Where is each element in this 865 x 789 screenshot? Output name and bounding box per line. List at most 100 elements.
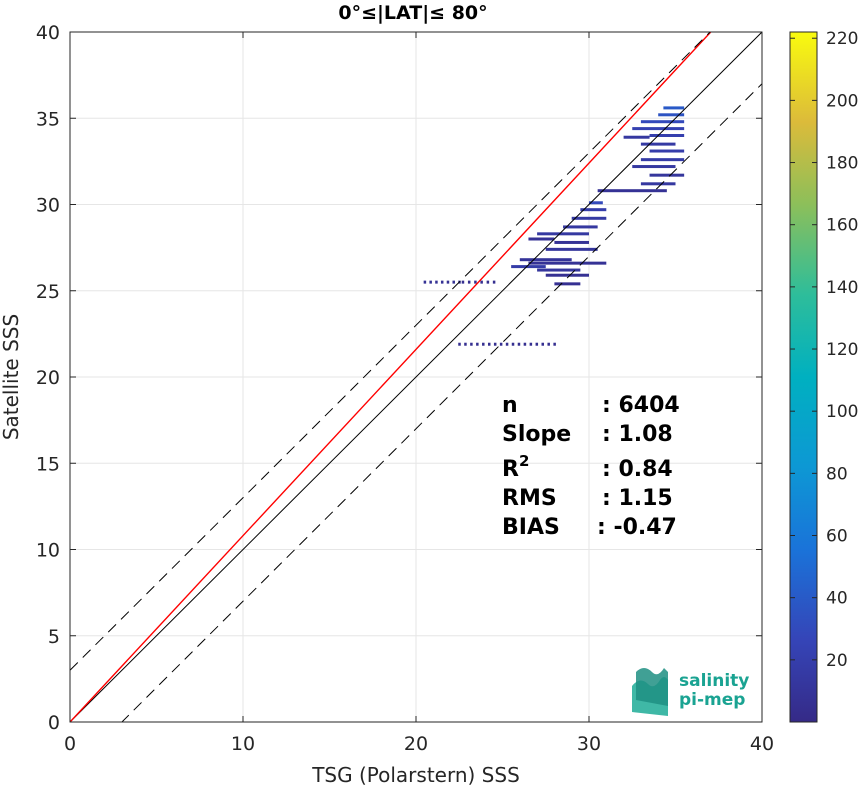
- density-cell: [640, 158, 685, 162]
- density-cell: [649, 149, 685, 153]
- salinity-pi-mep-logo: salinity pi-mep: [632, 668, 749, 716]
- colorbar-tick-label: 200: [826, 91, 858, 111]
- density-cell: [487, 342, 491, 346]
- x-tick-label: 40: [750, 733, 774, 755]
- logo-line1: salinity: [679, 671, 749, 691]
- density-cell: [554, 282, 581, 286]
- density-cell: [571, 216, 607, 220]
- colorbar-tick-label: 60: [826, 527, 848, 547]
- y-tick-label: 15: [36, 453, 60, 475]
- density-cell: [464, 342, 467, 346]
- density-cell: [435, 280, 438, 284]
- colorbar-tick-label: 140: [826, 278, 858, 298]
- density-cell: [529, 342, 533, 346]
- density-cell: [458, 342, 461, 346]
- density-cell: [474, 280, 477, 284]
- density-cell: [640, 182, 676, 186]
- colorbar-tick-label: 80: [826, 464, 848, 484]
- density-cell: [537, 232, 589, 236]
- density-cell: [545, 273, 589, 277]
- stat-bias-label: BIAS: [502, 515, 560, 540]
- colorbar-tick-label: 180: [826, 154, 858, 174]
- x-tick-label: 0: [64, 733, 76, 755]
- y-tick-label: 0: [48, 712, 60, 734]
- density-cell: [535, 342, 539, 346]
- density-cell: [597, 189, 667, 193]
- density-cell: [580, 208, 607, 212]
- lower-bound-line: [121, 83, 762, 722]
- density-cell: [461, 280, 465, 284]
- density-cell: [486, 280, 490, 284]
- density-cell: [480, 280, 483, 284]
- colorbar-tick-label: 220: [826, 29, 858, 49]
- y-tick-label: 40: [36, 22, 60, 44]
- upper-bound-line: [70, 32, 711, 671]
- density-cell: [658, 113, 685, 117]
- x-tick-label: 10: [231, 733, 255, 755]
- y-tick-label: 25: [36, 281, 60, 303]
- density-cell: [470, 342, 473, 346]
- density-cell: [545, 247, 598, 251]
- stat-rms-value: : 1.15: [602, 486, 673, 511]
- stat-r2-base: R: [502, 457, 519, 482]
- x-tick-label: 20: [404, 733, 428, 755]
- y-tick-label: 30: [36, 195, 60, 217]
- density-cell: [511, 265, 546, 269]
- y-tick-label: 20: [36, 367, 60, 389]
- x-axis-label: TSG (Polarstern) SSS: [311, 763, 520, 787]
- colorbar: [789, 31, 818, 723]
- stat-r2-sup: 2: [519, 452, 529, 470]
- density-cell: [505, 342, 509, 346]
- density-cell: [440, 280, 444, 284]
- density-cell: [649, 134, 685, 137]
- y-axis-ticks: 0 5 10 15 20 25 30 35 40: [36, 22, 762, 734]
- density-cell: [640, 120, 685, 124]
- logo-wave-back-icon: [636, 668, 668, 706]
- stat-r2-value: : 0.84: [602, 457, 673, 482]
- chart-title: 0°≤|LAT|≤ 80°: [338, 2, 487, 24]
- y-tick-label: 35: [36, 108, 60, 130]
- density-cell: [517, 342, 521, 346]
- logo-line2: pi-mep: [679, 690, 745, 710]
- density-cell: [429, 280, 432, 284]
- stat-r2-label: R2: [502, 452, 529, 482]
- colorbar-tick-label: 20: [826, 651, 848, 671]
- density-cell: [523, 342, 527, 346]
- colorbar-tick-label: 100: [826, 402, 858, 422]
- colorbar-ticks: 20 40 60 80 100 120 140 160 180 200 220: [790, 29, 858, 671]
- density-cell: [519, 258, 572, 262]
- y-axis-label: Satellite SSS: [0, 314, 23, 440]
- regression-line: [70, 32, 712, 722]
- density-cell: [632, 127, 685, 131]
- y-tick-label: 5: [48, 626, 60, 648]
- density-cell: [632, 165, 676, 169]
- density-cell: [511, 342, 515, 346]
- density-cell: [482, 342, 485, 346]
- density-cell: [493, 342, 497, 346]
- density-cell: [541, 342, 545, 346]
- density-cell: [649, 173, 685, 177]
- stat-slope-value: : 1.08: [602, 422, 673, 447]
- stat-slope-label: Slope: [502, 422, 571, 447]
- density-cell: [663, 106, 685, 110]
- density-cell: [528, 261, 607, 265]
- reference-lines: [70, 32, 762, 722]
- density-cell: [452, 280, 455, 284]
- density-cell: [476, 342, 479, 346]
- density-cell: [553, 342, 556, 346]
- stat-bias-value: : -0.47: [597, 515, 677, 540]
- density-cell: [537, 268, 581, 272]
- density-cell: [623, 135, 650, 139]
- density-heatmap: [423, 106, 685, 346]
- colorbar-tick-label: 40: [826, 589, 848, 609]
- density-cell: [640, 142, 676, 146]
- density-cell: [492, 280, 496, 284]
- stat-n-label: n: [502, 393, 518, 418]
- stats-box: n : 6404 Slope : 1.08 R2 : 0.84 RMS : 1.…: [502, 393, 680, 540]
- x-tick-label: 30: [577, 733, 601, 755]
- stat-rms-label: RMS: [502, 486, 557, 511]
- density-cell: [446, 280, 450, 284]
- density-cell: [423, 280, 427, 284]
- density-cell: [589, 201, 603, 205]
